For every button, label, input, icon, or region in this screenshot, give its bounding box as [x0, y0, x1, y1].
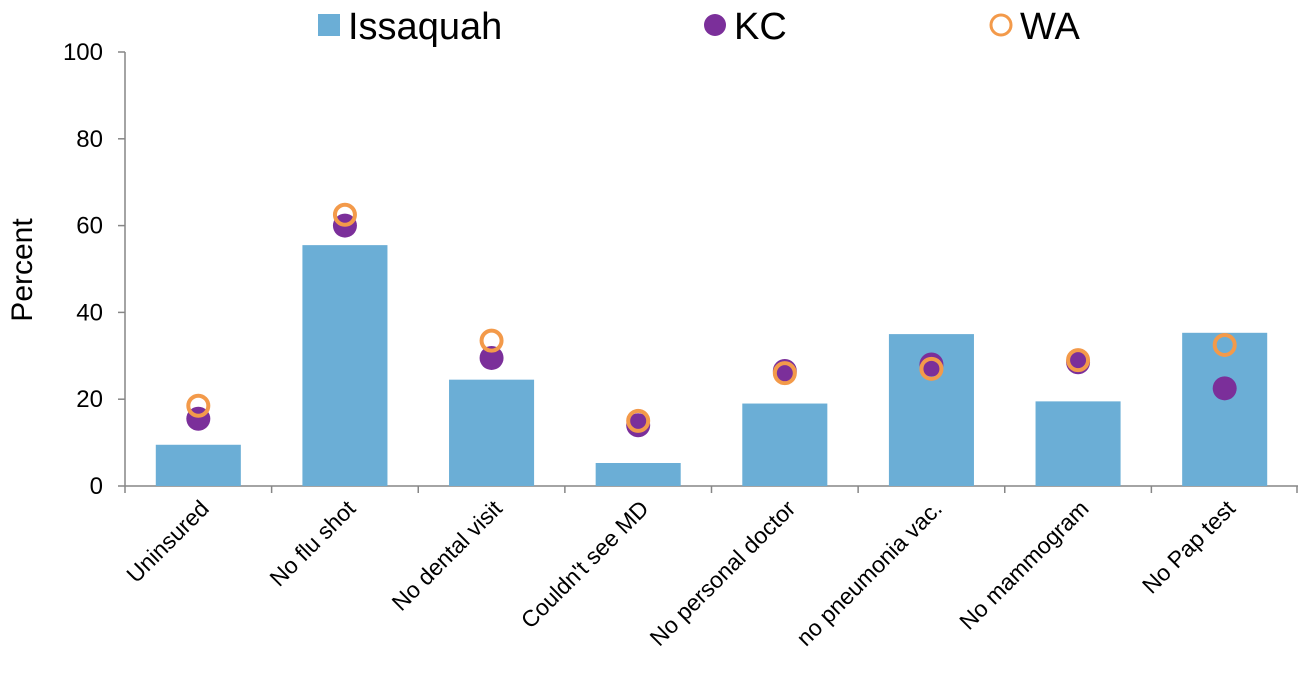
wa-marker — [186, 393, 211, 418]
y-tick-label: 100 — [63, 39, 103, 66]
bar — [1035, 401, 1121, 486]
x-tick-labels: Uninsured No flu shot No dental visit Could… — [121, 495, 1240, 651]
legend-label: WA — [1020, 6, 1080, 48]
wa-marker — [772, 361, 797, 386]
y-tick-label: 0 — [90, 473, 103, 500]
wa-marker — [919, 356, 944, 381]
bar — [595, 462, 681, 486]
x-tick-label: No flu shot — [264, 495, 361, 592]
x-tick-label: No mammogram — [954, 495, 1093, 634]
bar — [302, 245, 388, 486]
legend-swatch-wa — [989, 13, 1013, 37]
wa-marker — [1066, 348, 1091, 373]
x-axis — [124, 485, 1298, 493]
kc-marker — [1212, 376, 1237, 401]
legend-label: Issaquah — [348, 6, 502, 48]
kc-marker — [479, 345, 504, 370]
legend-label: KC — [734, 6, 787, 48]
bar — [742, 403, 828, 486]
wa-marker — [1212, 332, 1237, 357]
x-tick-label: no pneumonia vac. — [791, 495, 947, 651]
y-tick-label: 40 — [76, 299, 103, 326]
legend-swatch-issaquah — [318, 14, 340, 36]
x-tick-label: Couldn't see MD — [516, 495, 654, 633]
x-tick-label: No personal doctor — [645, 495, 801, 651]
y-tick-label: 20 — [76, 386, 103, 413]
legend: Issaquah KC WA — [318, 6, 1080, 48]
legend-swatch-kc — [704, 14, 726, 36]
markers — [186, 202, 1237, 438]
y-tick-label: 60 — [76, 213, 103, 240]
x-tick-label: No Pap test — [1137, 495, 1241, 599]
bar — [155, 444, 241, 486]
bars — [155, 245, 1268, 486]
y-axis: 0 20 40 60 80 100 — [63, 39, 126, 500]
wa-marker — [479, 328, 504, 353]
x-tick-label: Uninsured — [121, 495, 214, 588]
wa-marker — [332, 202, 357, 227]
y-axis-label: Percent — [6, 218, 39, 322]
y-tick-label: 80 — [76, 126, 103, 153]
bar — [1182, 332, 1268, 486]
bar — [449, 379, 535, 486]
x-tick-label: No dental visit — [387, 495, 508, 616]
wa-marker — [626, 408, 651, 433]
